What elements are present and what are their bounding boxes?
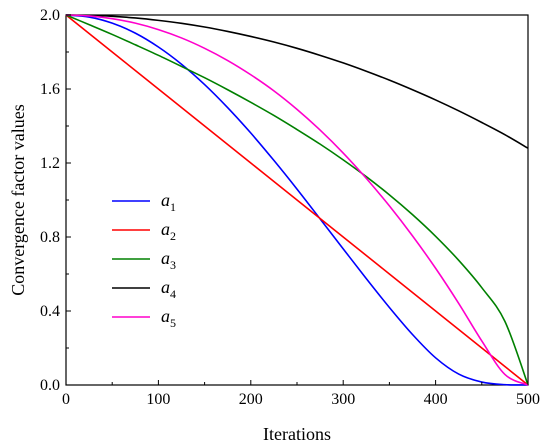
x-tick-label-4: 400 [424,391,448,408]
series-line-a2 [65,14,529,386]
y-tick-label-3: 1.2 [40,155,60,172]
legend-label-a1: a1 [161,190,176,214]
series-lines [65,14,529,386]
x-tick-label-1: 100 [146,391,170,408]
legend-label-a3: a3 [161,248,176,272]
legend-label-a2: a2 [161,219,176,243]
x-axis-title: Iterations [263,424,331,444]
legend-label-a5: a5 [161,306,176,330]
y-tick-label-1: 0.4 [40,303,60,320]
legend: a1 a2 a3 a4 a5 [112,190,176,330]
series-line-a1 [65,14,529,386]
y-tick-label-4: 1.6 [40,81,60,98]
y-axis-title: Convergence factor values [8,104,28,296]
x-tick-label-5: 500 [516,391,540,408]
y-tick-label-2: 0.8 [40,229,60,246]
x-tick-label-0: 0 [62,391,70,408]
y-tick-label-0: 0.0 [40,377,60,394]
axis-ticks: 0 100 200 300 400 500 0.0 0.4 0.8 1.2 1.6 2.0 [40,7,540,408]
x-tick-label-2: 200 [239,391,263,408]
series-line-a3 [65,14,529,386]
legend-label-a4: a4 [161,277,176,301]
y-tick-label-5: 2.0 [40,7,60,24]
series-line-a5 [65,14,529,386]
series-line-a4 [65,14,529,149]
x-tick-label-3: 300 [331,391,355,408]
